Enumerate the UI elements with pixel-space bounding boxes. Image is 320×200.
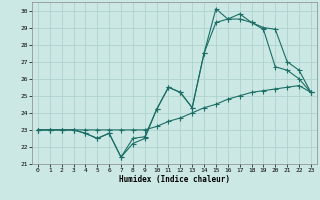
X-axis label: Humidex (Indice chaleur): Humidex (Indice chaleur) (119, 175, 230, 184)
